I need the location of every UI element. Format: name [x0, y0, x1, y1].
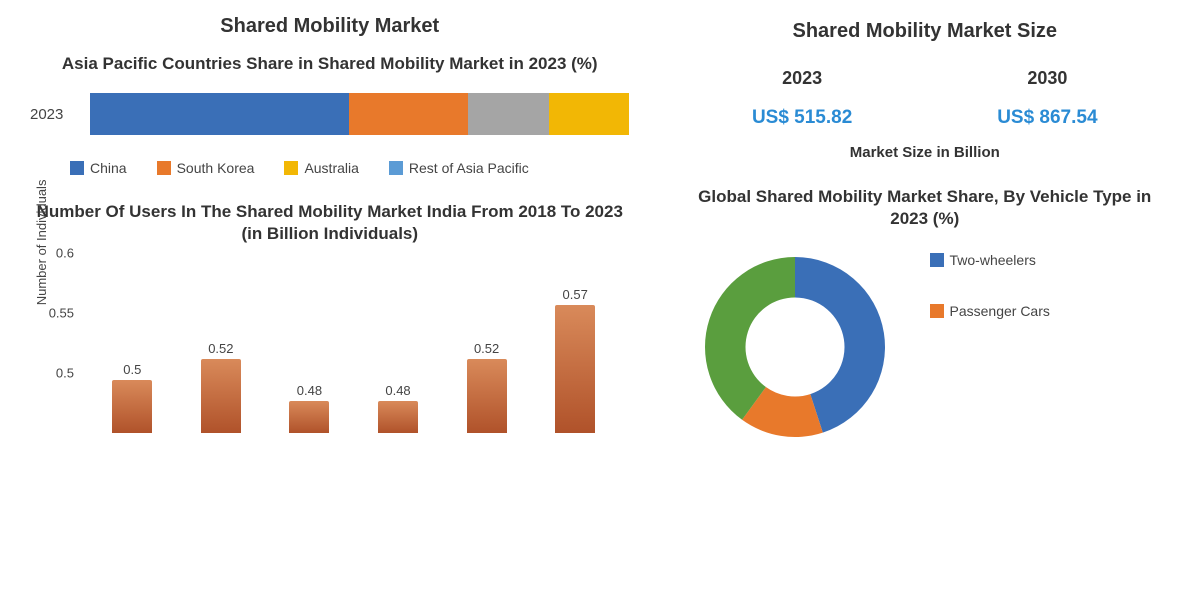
bar-rect: [555, 305, 595, 433]
donut-chart-area: Two-wheelers Passenger Cars: [680, 242, 1171, 442]
stacked-segment: [549, 93, 630, 135]
stacked-bar-ylabel: 2023: [30, 106, 90, 123]
market-size-subtitle: Market Size in Billion: [680, 144, 1171, 161]
bar-column: 0.48: [284, 383, 334, 433]
market-size-2023: 2023 US$ 515.82: [752, 68, 852, 129]
market-size-year-1: 2023: [752, 68, 852, 89]
legend-label: Passenger Cars: [950, 303, 1050, 319]
market-size-year-2: 2030: [997, 68, 1097, 89]
legend-item: China: [70, 160, 127, 176]
bar-column: 0.57: [550, 287, 600, 433]
stacked-bar-title: Asia Pacific Countries Share in Shared M…: [30, 53, 630, 75]
bar-value-label: 0.57: [563, 287, 588, 302]
stacked-segment: [349, 93, 468, 135]
legend-label: Two-wheelers: [950, 252, 1036, 268]
bar-rect: [378, 401, 418, 433]
bar-value-label: 0.48: [297, 383, 322, 398]
bar-column: 0.52: [196, 341, 246, 434]
right-column: Shared Mobility Market Size 2023 US$ 515…: [670, 10, 1171, 442]
legend-swatch: [70, 161, 84, 175]
bar-rect: [201, 359, 241, 434]
market-size-title: Shared Mobility Market Size: [680, 20, 1171, 43]
bar-rect: [467, 359, 507, 434]
donut-legend: Two-wheelers Passenger Cars: [930, 252, 1050, 319]
bar-rect: [289, 401, 329, 433]
legend-label: South Korea: [177, 160, 255, 176]
legend-item: Passenger Cars: [930, 303, 1050, 319]
market-size-row: 2023 US$ 515.82 2030 US$ 867.54: [680, 68, 1171, 129]
market-size-value-2: US$ 867.54: [997, 107, 1097, 129]
bar-column: 0.48: [373, 383, 423, 433]
legend-label: Rest of Asia Pacific: [409, 160, 529, 176]
market-size-2030: 2030 US$ 867.54: [997, 68, 1097, 129]
legend-item: Australia: [284, 160, 358, 176]
bar-chart-title: Number Of Users In The Shared Mobility M…: [30, 201, 630, 245]
legend-swatch: [157, 161, 171, 175]
legend-swatch: [389, 161, 403, 175]
bar-chart: Number of Individuals 0.50.550.6 0.50.52…: [78, 253, 630, 433]
bar-value-label: 0.48: [385, 383, 410, 398]
stacked-segment: [468, 93, 549, 135]
legend-swatch: [930, 253, 944, 267]
legend-swatch: [284, 161, 298, 175]
bar-column: 0.5: [107, 362, 157, 433]
market-size-value-1: US$ 515.82: [752, 107, 852, 129]
y-tick: 0.5: [56, 366, 74, 381]
stacked-bar-chart: 2023: [30, 93, 630, 135]
donut-chart-title: Global Shared Mobility Market Share, By …: [680, 186, 1171, 230]
bar-column: 0.52: [462, 341, 512, 434]
legend-item: Two-wheelers: [930, 252, 1050, 268]
legend-item: Rest of Asia Pacific: [389, 160, 529, 176]
stacked-bar-legend: China South Korea Australia Rest of Asia Pa…: [70, 160, 630, 176]
bar-value-label: 0.52: [208, 341, 233, 356]
main-title: Shared Mobility Market: [30, 15, 630, 38]
left-column: Shared Mobility Market Asia Pacific Coun…: [30, 10, 630, 442]
donut-chart: [680, 242, 910, 442]
bar-value-label: 0.52: [474, 341, 499, 356]
legend-swatch: [930, 304, 944, 318]
legend-item: South Korea: [157, 160, 255, 176]
bar-rect: [112, 380, 152, 433]
bar-value-label: 0.5: [123, 362, 141, 377]
infographic-root: Shared Mobility Market Asia Pacific Coun…: [0, 0, 1200, 452]
y-tick: 0.6: [56, 246, 74, 261]
y-tick: 0.55: [49, 306, 74, 321]
legend-label: China: [90, 160, 127, 176]
stacked-segment: [90, 93, 349, 135]
legend-label: Australia: [304, 160, 358, 176]
